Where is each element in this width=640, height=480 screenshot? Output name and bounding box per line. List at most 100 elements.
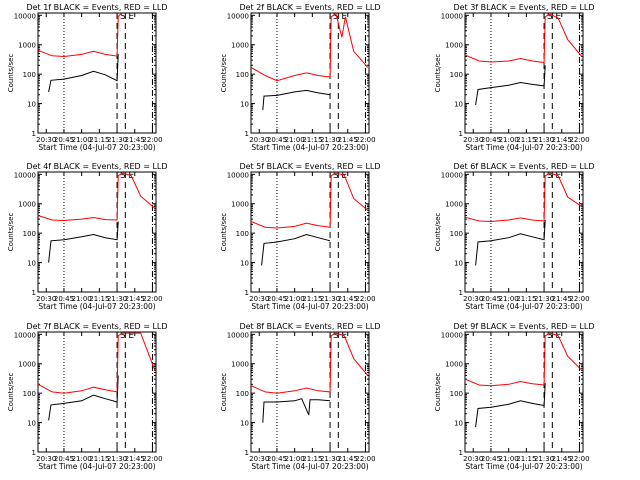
y-tick-label: 1 [32, 130, 36, 138]
x-tick-label: 21:00 [72, 455, 92, 463]
x-tick-label: 20:45 [267, 295, 287, 303]
y-tick-label: 1 [459, 130, 463, 138]
series-line-events [262, 89, 331, 111]
y-tick-label: 1 [459, 449, 463, 457]
x-tick-label: 20:45 [267, 455, 287, 463]
panel-1: Det 1f BLACK = Events, RED = LLD 1 10 100 10… [7, 3, 168, 152]
y-tick-label: 10 [27, 260, 36, 268]
y-tick-label: 10000 [227, 171, 249, 179]
y-tick-label: 10000 [227, 331, 249, 339]
event-marker-label: S [547, 12, 553, 22]
y-tick-label: 10000 [227, 12, 249, 20]
y-tick-label: 1000 [445, 361, 463, 369]
x-tick-label: 22:00 [142, 295, 162, 303]
series-line-lld [464, 13, 583, 64]
panel-3: Det 3f BLACK = Events, RED = LLD 1 10 100 10… [434, 3, 595, 152]
series-line-lld [250, 13, 369, 82]
x-axis-label: Start Time (04-Jul-07 20:23:00) [465, 143, 582, 152]
x-tick-label: 21:15 [516, 295, 536, 303]
y-tick-label: 10 [240, 420, 249, 428]
panel-5: Det 5f BLACK = Events, RED = LLD 1 10 100 10… [220, 162, 381, 311]
x-tick-label: 21:00 [285, 136, 305, 144]
plot-frame [37, 12, 157, 134]
x-tick-label: 20:30 [249, 136, 269, 144]
y-tick-label: 10000 [441, 331, 463, 339]
panel-9: Det 9f BLACK = Events, RED = LLD 1 10 100 10… [434, 322, 595, 471]
series-line-lld [37, 332, 156, 394]
x-axis-label: Start Time (04-Jul-07 20:23:00) [38, 462, 155, 471]
plot-frame [250, 331, 370, 453]
y-tick-label: 10000 [441, 171, 463, 179]
x-tick-label: 21:45 [552, 295, 572, 303]
y-tick-label: 1000 [18, 361, 36, 369]
plot-frame [37, 331, 157, 453]
event-marker-label: E [341, 12, 347, 22]
x-tick-label: 21:45 [338, 455, 358, 463]
series-line-events [261, 233, 331, 266]
y-axis-label: Counts/sec [434, 373, 442, 412]
x-tick-label: 20:30 [463, 295, 483, 303]
event-marker-label: E [128, 331, 134, 341]
y-tick-label: 10 [240, 260, 249, 268]
x-tick-label: 21:15 [302, 295, 322, 303]
x-tick-label: 21:00 [72, 295, 92, 303]
x-tick-label: 20:30 [249, 295, 269, 303]
x-tick-label: 21:45 [125, 295, 145, 303]
x-axis-label: Start Time (04-Jul-07 20:23:00) [251, 143, 368, 152]
x-tick-label: 21:15 [516, 136, 536, 144]
y-tick-label: 10 [454, 260, 463, 268]
y-tick-label: 10000 [14, 171, 36, 179]
y-tick-label: 1000 [231, 42, 249, 50]
x-tick-label: 20:45 [481, 295, 501, 303]
event-marker-label: E [555, 12, 561, 22]
x-tick-label: 21:15 [89, 295, 109, 303]
x-tick-label: 20:30 [249, 455, 269, 463]
x-tick-label: 21:30 [107, 455, 127, 463]
x-tick-label: 21:45 [125, 136, 145, 144]
x-tick-label: 20:45 [481, 455, 501, 463]
x-tick-label: 21:00 [499, 455, 519, 463]
y-tick-label: 1000 [18, 201, 36, 209]
chart-title: Det 5f BLACK = Events, RED = LLD [239, 162, 380, 171]
series-line-events [48, 54, 119, 93]
y-tick-label: 100 [236, 390, 249, 398]
x-tick-label: 22:00 [569, 136, 589, 144]
series-line-lld [37, 13, 121, 58]
y-axis-label: Counts/sec [220, 213, 228, 252]
x-tick-label: 21:30 [534, 295, 554, 303]
series-line-lld [250, 172, 369, 229]
x-tick-label: 21:30 [534, 455, 554, 463]
event-marker-label: E [128, 12, 134, 22]
y-tick-label: 10 [240, 101, 249, 109]
x-tick-label: 21:30 [107, 136, 127, 144]
x-tick-label: 21:30 [534, 136, 554, 144]
y-tick-label: 1000 [231, 201, 249, 209]
y-tick-label: 100 [450, 230, 463, 238]
y-tick-label: 10000 [14, 331, 36, 339]
event-marker-label: S [120, 331, 126, 341]
chart-title: Det 4f BLACK = Events, RED = LLD [26, 162, 167, 171]
chart-title: Det 8f BLACK = Events, RED = LLD [239, 322, 380, 331]
event-marker-label: S [120, 12, 126, 22]
x-tick-label: 20:45 [481, 136, 501, 144]
x-tick-label: 21:00 [285, 295, 305, 303]
plot-frame [464, 12, 584, 134]
y-tick-label: 1 [32, 289, 36, 297]
y-tick-label: 100 [23, 71, 36, 79]
y-tick-label: 1 [245, 289, 249, 297]
x-tick-label: 20:45 [267, 136, 287, 144]
x-tick-label: 20:45 [54, 136, 74, 144]
x-axis-label: Start Time (04-Jul-07 20:23:00) [251, 302, 368, 311]
x-tick-label: 20:30 [36, 455, 56, 463]
x-tick-label: 20:30 [36, 295, 56, 303]
x-tick-label: 21:30 [320, 455, 340, 463]
chart-title: Det 3f BLACK = Events, RED = LLD [453, 3, 594, 12]
x-axis-label: Start Time (04-Jul-07 20:23:00) [38, 143, 155, 152]
x-tick-label: 21:00 [285, 455, 305, 463]
event-marker-label: S [333, 331, 339, 341]
y-tick-label: 100 [23, 390, 36, 398]
x-tick-label: 22:00 [142, 455, 162, 463]
panel-6: Det 6f BLACK = Events, RED = LLD 1 10 100 10… [434, 162, 595, 311]
x-tick-label: 21:30 [320, 136, 340, 144]
